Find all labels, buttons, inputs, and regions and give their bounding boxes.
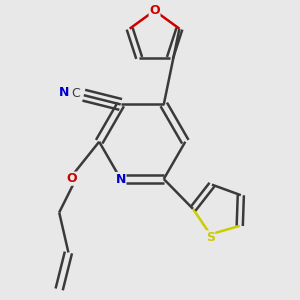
Text: O: O bbox=[149, 4, 160, 17]
Text: S: S bbox=[206, 231, 215, 244]
Text: C: C bbox=[72, 87, 80, 100]
Text: O: O bbox=[66, 172, 77, 185]
Text: N: N bbox=[58, 85, 69, 99]
Text: N: N bbox=[116, 172, 126, 185]
